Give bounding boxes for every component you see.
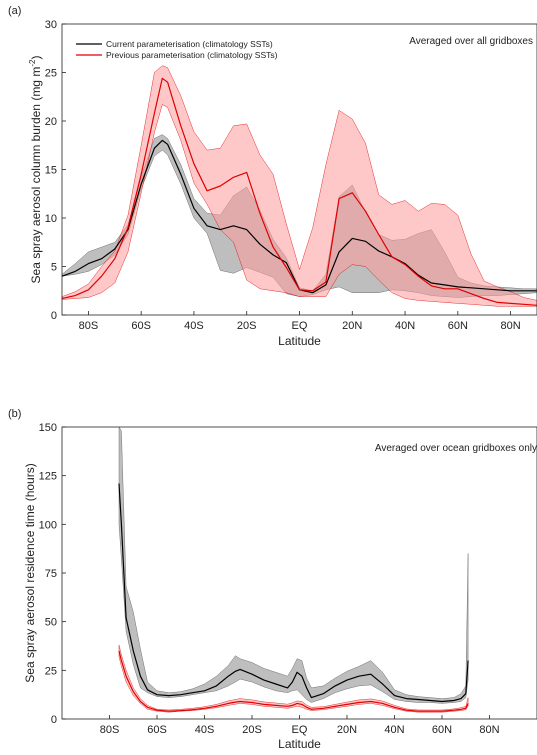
panel-a-y-axis-label: Sea spray aerosol column burden (mg m-2) — [28, 56, 43, 284]
x-tick-label: 40N — [395, 320, 415, 332]
panel-b-x-axis-label: Latitude — [278, 737, 321, 751]
x-tick-label: 60N — [448, 320, 468, 332]
legend: Current parameterisation (climatology SS… — [76, 39, 278, 60]
x-tick-label: 60S — [131, 320, 151, 332]
panel-a-label: (a) — [8, 5, 21, 17]
panel-b-previous-range-band — [118, 644, 469, 713]
panel-a-annotation: Averaged over all gridboxes — [409, 36, 533, 47]
y-tick-label: 0 — [51, 310, 57, 322]
legend-previous-label: Previous parameterisation (climatology S… — [106, 50, 278, 60]
y-tick-label: 5 — [51, 262, 57, 274]
x-tick-label: 40S — [184, 320, 204, 332]
panel-a-bands — [61, 65, 537, 307]
x-tick-label: 80S — [79, 320, 99, 332]
panel-b-lines — [118, 483, 469, 712]
x-tick-label: 20N — [337, 724, 357, 736]
panel-b-current-mean-line — [118, 483, 469, 703]
x-tick-label: 40S — [195, 724, 215, 736]
y-tick-label: 25 — [45, 665, 57, 677]
panel-b-label: (b) — [8, 408, 21, 420]
panel-a-y-axis-label-close: ) — [29, 56, 43, 60]
x-tick-label: EQ — [292, 724, 308, 736]
x-tick-label: 20N — [342, 320, 362, 332]
panel-a-previous-range-band — [61, 65, 537, 307]
y-tick-label: 30 — [45, 19, 57, 31]
x-tick-label: 80N — [501, 320, 521, 332]
x-tick-label: 40N — [384, 724, 404, 736]
panel-a: (a) 80S 60S 40S 20S EQ 20N 40N 60N 80N 0 5 10 15 20 2… — [8, 5, 537, 348]
panel-b-bands — [118, 426, 469, 713]
y-tick-label: 15 — [45, 165, 57, 177]
x-tick-label: EQ — [292, 320, 308, 332]
x-tick-label: 80N — [479, 724, 499, 736]
panel-b-y-axis-label: Sea spray aerosol residence time (hours) — [23, 463, 37, 682]
panel-a-current-mean-line — [61, 139, 537, 294]
panel-b-y-ticks: 0 25 50 75 100 125 150 — [39, 422, 66, 726]
panel-a-x-ticks: 80S 60S 40S 20S EQ 20N 40N 60N 80N — [79, 311, 521, 332]
panel-b-x-ticks: 80S 60S 40S 20S EQ 20N 40N 60N 80N — [100, 715, 500, 736]
y-tick-label: 150 — [39, 422, 57, 434]
x-tick-label: 20S — [237, 320, 257, 332]
y-tick-label: 75 — [45, 568, 57, 580]
panel-b-current-range-band — [118, 426, 469, 704]
x-tick-label: 60N — [432, 724, 452, 736]
panel-a-y-ticks: 0 5 10 15 20 25 30 — [45, 19, 66, 322]
panel-a-previous-mean-line — [61, 77, 537, 306]
panel-a-x-axis-label: Latitude — [278, 334, 321, 348]
panel-b: (b) 80S 60S 40S 20S EQ 20N 40N 60N 80N 0 25 50 75 10… — [8, 408, 537, 751]
y-tick-label: 20 — [45, 116, 57, 128]
panel-b-annotation: Averaged over ocean gridboxes only — [375, 443, 537, 454]
panel-b-previous-mean-line — [118, 650, 469, 712]
y-tick-label: 10 — [45, 213, 57, 225]
panel-a-lines — [61, 77, 537, 306]
y-tick-label: 25 — [45, 68, 57, 80]
y-tick-label: 50 — [45, 617, 57, 629]
y-tick-label: 0 — [51, 714, 57, 726]
y-tick-label: 100 — [39, 519, 57, 531]
panel-a-y-axis-label-main: Sea spray aerosol column burden (mg m — [29, 67, 43, 284]
x-tick-label: 20S — [242, 724, 262, 736]
y-tick-label: 125 — [39, 471, 57, 483]
x-tick-label: 60S — [147, 724, 167, 736]
panel-a-y-axis-label-sup: -2 — [28, 59, 37, 67]
legend-current-label: Current parameterisation (climatology SS… — [106, 39, 273, 49]
x-tick-label: 80S — [100, 724, 120, 736]
